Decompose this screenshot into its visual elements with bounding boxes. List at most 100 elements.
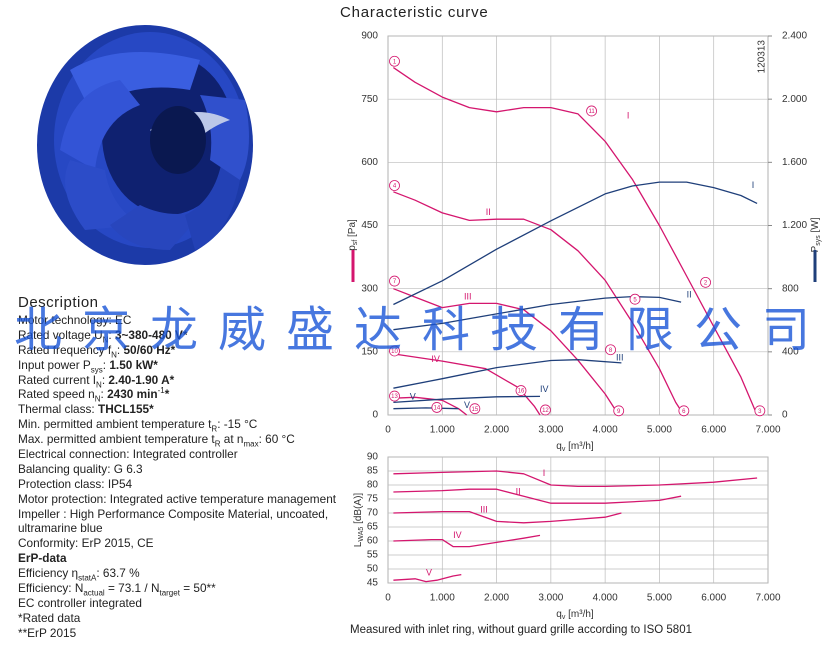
x-tick-label: 7.000: [755, 593, 780, 604]
point-marker: [586, 105, 597, 117]
text-part: :: [108, 327, 115, 342]
y-axis-label: LWA5 [dB(A)]: [353, 493, 366, 548]
curve-label: IV: [453, 530, 462, 540]
text-part: ultramarine blue: [18, 521, 103, 536]
y2-tick-label: 400: [782, 346, 799, 357]
point-marker-label: 13: [391, 394, 398, 400]
text-part: R: [214, 439, 221, 449]
x-tick-label: 2.000: [484, 425, 509, 436]
point-marker: [515, 385, 527, 396]
text-part: Impeller : High Performance Composite Ma…: [18, 506, 329, 521]
text-part: 1.50 kW*: [109, 357, 158, 372]
text-part: Min. permitted ambient temperature t: [18, 417, 212, 432]
description-line: Efficiency ηstatA: 63.7 %: [18, 566, 348, 582]
y-tick-label: 90: [367, 452, 379, 463]
point-marker-label: 15: [472, 407, 479, 413]
text-part: : 63.7 %: [96, 566, 140, 581]
description-line: Thermal class: THCL155*: [18, 402, 348, 417]
text-part: :: [116, 342, 124, 357]
point-marker-label: 4: [393, 184, 397, 190]
curve: [393, 396, 468, 416]
x-tick-label: 0: [385, 425, 391, 436]
text-part: [dB(A)]: [353, 493, 364, 527]
y-tick-label: 0: [372, 410, 378, 421]
text-part: [W]: [810, 217, 821, 235]
curve-label: III: [464, 291, 472, 301]
point-marker-label: 5: [633, 297, 637, 303]
point-marker-label: 6: [682, 409, 686, 415]
curve-label: I: [752, 180, 755, 190]
y2-tick-label: 800: [782, 283, 799, 294]
x-tick-label: 4.000: [593, 425, 618, 436]
text-part: *Rated data: [18, 610, 81, 625]
y-tick-label: 750: [361, 94, 378, 105]
point-marker: [389, 180, 400, 191]
curve: [393, 353, 541, 416]
point-marker-label: 10: [391, 349, 398, 355]
text-part: N: [94, 394, 101, 404]
text-part: Motor protection: Integrated active temp…: [18, 491, 337, 506]
description-line: Electrical connection: Integrated contro…: [18, 447, 348, 462]
text-part: sys: [815, 235, 822, 246]
text-part: Balancing quality: G 6.3: [18, 461, 143, 476]
y-tick-label: 75: [367, 494, 379, 505]
y-tick-label: 900: [361, 31, 378, 42]
description-line: Rated current IN: 2.40-1.90 A*: [18, 372, 348, 389]
y-tick-label: 85: [367, 466, 379, 477]
x-tick-label: 6.000: [701, 593, 726, 604]
y-tick-label: 450: [361, 220, 378, 231]
drawing-code: 120313: [757, 40, 768, 74]
y-tick-label: 45: [367, 578, 379, 589]
text-part: Rated speed n: [18, 387, 95, 402]
text-part: target: [159, 588, 180, 598]
x-tick-label: 0: [385, 593, 391, 604]
curve: [393, 407, 459, 410]
point-marker: [469, 403, 481, 415]
text-part: **ErP 2015: [18, 625, 77, 640]
x-tick-label: 1.000: [430, 593, 455, 604]
y2-tick-label: 0: [782, 410, 788, 421]
curve-label: II: [516, 486, 521, 496]
description-title: Description: [18, 294, 99, 311]
text-part: -1: [157, 386, 165, 396]
text-part: Max. permitted ambient temperature t: [18, 432, 215, 447]
description-line: *Rated data: [18, 611, 348, 626]
text-part: N: [96, 379, 102, 389]
text-part: THCL155*: [97, 402, 154, 417]
text-part: Efficiency: N: [18, 581, 84, 596]
curve-label: V: [426, 568, 432, 578]
y-tick-label: 600: [361, 157, 378, 168]
point-marker-label: 14: [434, 405, 441, 411]
curve-label: II: [486, 207, 491, 217]
description-line: Rated speed nN: 2430 min-1*: [18, 386, 348, 404]
point-marker-label: 1: [393, 59, 397, 65]
description-lines: Motor technology: EC Rated voltage UN: 3~…: [18, 313, 348, 641]
text-part: = 50**: [179, 581, 216, 596]
text-part: max: [243, 439, 259, 449]
description-line: ErP-data: [18, 551, 348, 566]
description-line: Min. permitted ambient temperature tR: -…: [18, 417, 348, 433]
point-marker: [700, 276, 711, 288]
x-tick-label: 7.000: [755, 425, 780, 436]
curve-label: I: [627, 110, 630, 120]
text-part: [m³/h]: [565, 609, 594, 620]
curve-label: V: [410, 392, 416, 402]
text-part: L: [353, 541, 364, 547]
y2-axis-label: Psys [W]: [810, 217, 823, 252]
curve: [393, 488, 682, 504]
curve: [393, 470, 758, 488]
x-tick-label: 6.000: [701, 425, 726, 436]
text-part: Rated current I: [18, 372, 97, 387]
description-line: Efficiency: Nactual = 73.1 / Ntarget = 5…: [18, 581, 348, 598]
description-line: Balancing quality: G 6.3: [18, 462, 348, 477]
point-marker-label: 9: [617, 409, 621, 415]
curve: [393, 359, 622, 389]
curve: [393, 181, 758, 306]
description-line: Conformity: ErP 2015, CE: [18, 536, 348, 551]
point-marker: [389, 345, 400, 357]
point-marker: [629, 293, 641, 305]
text-part: sf: [352, 240, 359, 246]
text-part: Motor technology: EC: [18, 313, 132, 327]
point-marker: [389, 390, 400, 402]
text-part: ErP-data: [18, 551, 67, 566]
